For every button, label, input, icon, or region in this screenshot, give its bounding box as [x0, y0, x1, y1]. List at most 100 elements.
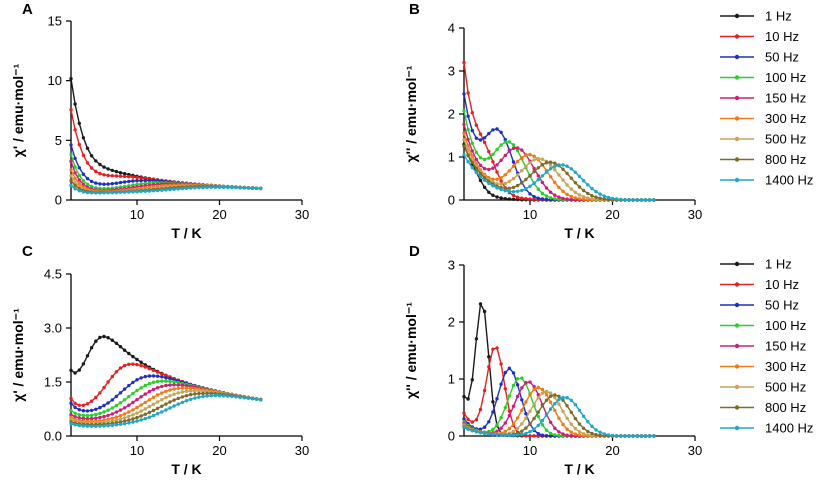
data-point [565, 197, 569, 201]
data-point [147, 398, 152, 402]
data-point [474, 136, 479, 140]
data-point [594, 189, 598, 194]
x-axis-label: T / K [564, 225, 594, 241]
y-axis-label: χ' / emu·mol⁻¹ [10, 308, 26, 402]
data-point [520, 422, 524, 426]
data-point [81, 182, 86, 187]
data-point [495, 177, 499, 181]
data-point [155, 188, 160, 193]
data-point [598, 196, 602, 200]
data-point [135, 388, 139, 393]
data-point [135, 190, 139, 194]
data-point [122, 180, 127, 184]
data-point [155, 393, 160, 397]
data-point [462, 122, 466, 127]
data-point [511, 160, 516, 164]
data-point [619, 434, 623, 438]
data-point [487, 420, 491, 424]
data-point [482, 157, 487, 162]
data-point [470, 165, 474, 170]
data-point [77, 403, 82, 407]
data-point [106, 401, 110, 405]
data-point [147, 178, 152, 183]
data-point [127, 383, 131, 388]
data-point [647, 198, 652, 202]
data-point [598, 192, 602, 196]
data-point [184, 394, 189, 398]
data-point [470, 141, 474, 145]
data-point [524, 400, 528, 404]
data-point [81, 362, 86, 366]
data-point [524, 197, 528, 201]
data-point [515, 433, 520, 437]
data-point [540, 174, 545, 178]
legend-marker [734, 54, 740, 60]
data-point [511, 146, 516, 150]
data-point [238, 186, 242, 190]
data-point [127, 421, 131, 425]
data-point [184, 386, 189, 390]
data-point [69, 77, 73, 81]
data-point [470, 160, 474, 165]
series-line-500hz [463, 139, 654, 201]
data-point [139, 395, 143, 399]
data-point [151, 402, 156, 406]
y-axis-label: χ'' / emu·mol⁻¹ [403, 65, 419, 162]
data-point [85, 146, 90, 150]
data-point [474, 170, 479, 175]
data-point [532, 197, 536, 201]
data-point [85, 354, 90, 358]
data-point [474, 337, 479, 341]
data-point [528, 380, 532, 384]
data-point [590, 197, 594, 201]
panel-A: A 10 20 30 0 5 10 15 T / K χ' / emu·mol⁻¹ [10, 1, 309, 241]
data-point [495, 163, 499, 167]
data-point [118, 171, 123, 175]
data-point [94, 169, 98, 174]
data-point [581, 179, 586, 183]
data-point [573, 170, 578, 174]
data-point [553, 426, 557, 430]
data-point [155, 400, 160, 404]
data-point [466, 114, 470, 118]
data-point [524, 412, 528, 416]
data-point [602, 194, 606, 198]
data-point [73, 187, 77, 191]
data-point [520, 181, 524, 185]
data-point [524, 177, 528, 182]
data-point [515, 146, 520, 150]
data-point [114, 403, 119, 408]
data-point [160, 188, 164, 192]
data-point [553, 193, 557, 197]
data-point [122, 406, 127, 410]
data-point [98, 171, 102, 176]
data-point [553, 402, 557, 406]
data-point [478, 138, 483, 142]
data-point [557, 394, 561, 398]
data-point [565, 396, 569, 400]
data-point [180, 383, 185, 387]
data-point [98, 335, 102, 340]
data-point [544, 161, 549, 165]
data-point [536, 177, 540, 182]
data-point [172, 392, 176, 396]
data-point [127, 175, 131, 179]
data-point [168, 377, 172, 381]
data-point [139, 176, 143, 180]
data-point [131, 417, 135, 421]
data-point [528, 152, 532, 157]
data-point [164, 376, 168, 380]
data-point [131, 413, 135, 417]
y-tick-label: 2 [448, 107, 455, 122]
data-point [561, 189, 565, 194]
data-point [466, 137, 470, 142]
data-point [226, 394, 230, 398]
data-point [577, 422, 582, 426]
data-point [69, 108, 73, 112]
data-point [553, 408, 557, 413]
data-point [122, 387, 127, 391]
data-point [499, 196, 503, 200]
data-point [81, 409, 86, 413]
y-tick-label: 3 [448, 258, 455, 273]
data-point [511, 197, 516, 201]
